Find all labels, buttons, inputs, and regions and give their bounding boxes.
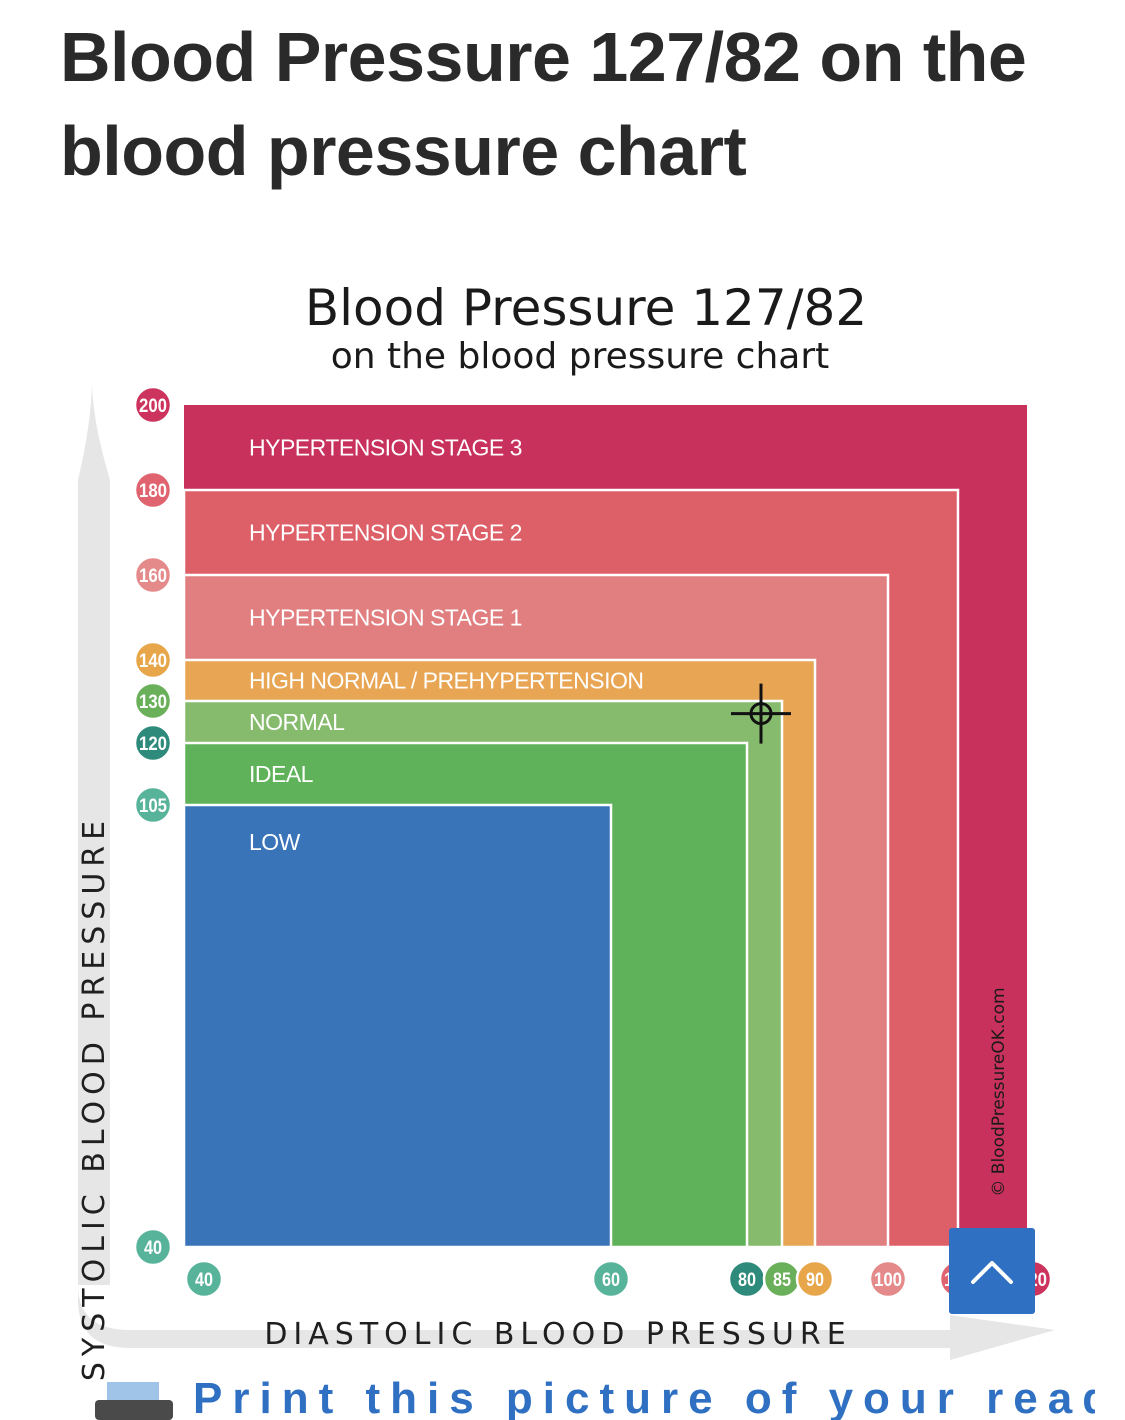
y-tick: 40 <box>133 1227 173 1267</box>
x-axis-label: DIASTOLIC BLOOD PRESSURE <box>264 1317 851 1352</box>
y-tick: 160 <box>133 555 173 595</box>
x-tick: 85 <box>762 1259 802 1299</box>
x-axis-ticks: 4060808590100110120 <box>184 1259 1053 1299</box>
x-tick: 100 <box>868 1259 908 1299</box>
print-row: Print this picture of your reading <box>95 1380 1095 1420</box>
y-tick: 120 <box>133 723 173 763</box>
y-axis-arrow <box>78 380 110 1285</box>
y-tick-label: 140 <box>139 651 167 672</box>
x-tick: 40 <box>184 1259 224 1299</box>
x-tick-badge <box>591 1259 631 1299</box>
y-tick-badge <box>133 640 173 680</box>
y-axis-ticks: 200 180 160 140 130 120 105 40 <box>133 385 173 1267</box>
zone-label: LOW <box>249 829 301 855</box>
x-tick-badge <box>184 1259 224 1299</box>
page-title: Blood Pressure 127/82 on the blood press… <box>60 18 1027 190</box>
x-tick: 90 <box>795 1259 835 1299</box>
x-tick: 80 <box>727 1259 767 1299</box>
blood-pressure-chart-figure: Blood Pressure 127/82 on the blood press… <box>0 230 1125 1404</box>
y-tick-badge <box>133 385 173 425</box>
y-tick-label: 105 <box>139 796 167 817</box>
zone-low <box>182 803 613 1249</box>
printer-icon <box>95 1382 173 1420</box>
y-tick-badge <box>133 1227 173 1267</box>
y-tick: 180 <box>133 470 173 510</box>
y-tick-badge <box>133 681 173 721</box>
y-tick-badge <box>133 470 173 510</box>
y-tick-badge <box>133 555 173 595</box>
y-tick-label: 130 <box>139 692 167 713</box>
x-tick-label: 80 <box>738 1270 756 1291</box>
zone-label: HYPERTENSION STAGE 3 <box>249 435 522 461</box>
scroll-to-top-button[interactable] <box>949 1228 1035 1314</box>
y-tick-badge <box>133 723 173 763</box>
x-tick-badge <box>795 1259 835 1299</box>
y-tick: 140 <box>133 640 173 680</box>
x-tick-label: 100 <box>874 1270 902 1291</box>
y-tick-label: 120 <box>139 734 167 755</box>
x-tick-label: 85 <box>773 1270 791 1291</box>
x-axis-arrow <box>78 1285 1055 1360</box>
credit-text: © BloodPressureOK.com <box>989 987 1009 1196</box>
print-picture-link[interactable]: Print this picture of your reading <box>193 1380 1095 1420</box>
blood-pressure-chart: Blood Pressure 127/82 on the blood press… <box>77 279 1055 1381</box>
x-tick-label: 40 <box>195 1270 213 1291</box>
zone-label: HYPERTENSION STAGE 1 <box>249 605 522 631</box>
y-tick-label: 180 <box>139 481 167 502</box>
x-tick-label: 90 <box>806 1270 824 1291</box>
reading-point <box>749 702 773 726</box>
y-tick: 200 <box>133 385 173 425</box>
chart-title: Blood Pressure 127/82 <box>305 279 867 337</box>
chevron-up-icon <box>971 1261 1013 1284</box>
zones <box>182 405 1027 1249</box>
y-tick-label: 200 <box>139 396 167 417</box>
y-tick: 105 <box>133 785 173 825</box>
zone-label: IDEAL <box>249 761 314 787</box>
x-tick: 60 <box>591 1259 631 1299</box>
y-tick-label: 40 <box>144 1238 162 1259</box>
zone-label: HYPERTENSION STAGE 2 <box>249 520 522 546</box>
y-tick-badge <box>133 785 173 825</box>
axes-arrows <box>78 380 1055 1360</box>
y-axis-label: SYSTOLIC BLOOD PRESSURE <box>77 815 112 1381</box>
zone-labels: HYPERTENSION STAGE 3 HYPERTENSION STAGE 2… <box>249 435 644 856</box>
y-tick: 130 <box>133 681 173 721</box>
x-tick-label: 60 <box>602 1270 620 1291</box>
chart-subtitle: on the blood pressure chart <box>331 336 830 377</box>
zone-label: NORMAL <box>249 709 345 735</box>
y-tick-label: 160 <box>139 566 167 587</box>
zone-label: HIGH NORMAL / PREHYPERTENSION <box>249 668 643 694</box>
x-tick-badge <box>868 1259 908 1299</box>
reading-marker <box>731 683 791 744</box>
